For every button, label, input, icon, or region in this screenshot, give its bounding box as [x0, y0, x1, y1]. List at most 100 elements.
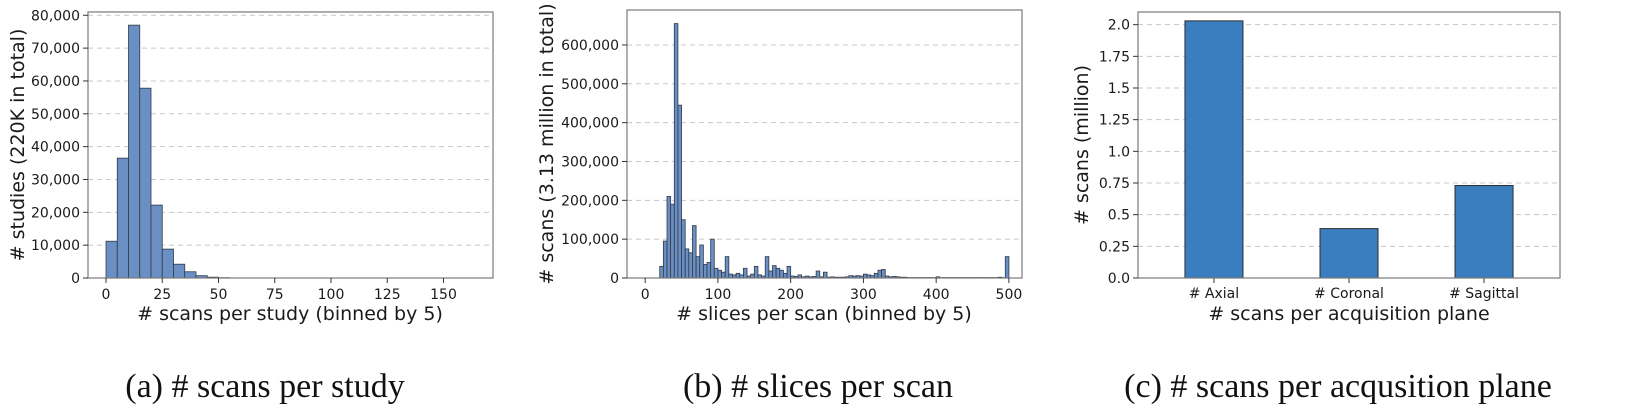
y-tick-label: 60,000 [31, 74, 80, 90]
plot-frame [87, 11, 494, 279]
histogram-bar [139, 87, 152, 279]
histogram-bar [673, 23, 679, 279]
histogram-bar [873, 272, 879, 279]
histogram-bar [877, 269, 883, 279]
histogram-bar [768, 270, 773, 279]
histogram-bar [717, 269, 722, 279]
histogram-bar [666, 196, 672, 279]
y-tick-label: 50,000 [31, 107, 80, 123]
y-tick-label: 0.75 [1099, 176, 1130, 192]
histogram-bar [721, 271, 726, 279]
category-bar [1184, 20, 1244, 279]
histogram-bar [706, 262, 712, 279]
histogram-bar [764, 256, 770, 279]
y-tick-label: 0.25 [1099, 239, 1130, 255]
histogram-bar [116, 157, 129, 279]
histogram-bar [150, 204, 163, 279]
x-axis-label: # slices per scan (binned by 5) [676, 303, 972, 325]
panel-c-chart: # Axial # Coronal # Sagittal 0.0 0.25 0.5 0.75… [1071, 11, 1561, 325]
histogram-bar [662, 240, 668, 279]
histogram-bar [105, 240, 118, 279]
histogram-bar [710, 238, 715, 279]
histogram-bar [699, 244, 704, 279]
x-tick-label: 125 [374, 287, 401, 303]
x-tick-label: 0 [102, 287, 111, 303]
y-tick-label: 600,000 [561, 38, 619, 54]
histogram-bar [724, 256, 730, 279]
y-axis-label: # scans (million) [1071, 65, 1093, 225]
y-tick-label: 40,000 [31, 140, 80, 156]
histogram-bar [670, 203, 675, 279]
y-tick-label: 300,000 [561, 154, 619, 170]
x-tick-label: 75 [266, 287, 284, 303]
y-tick-label: 70,000 [31, 41, 80, 57]
caption-a: (a) # scans per study [125, 368, 404, 405]
y-tick-label: 0 [71, 271, 80, 287]
x-axis-label: # scans per study (binned by 5) [137, 303, 443, 325]
histogram-bar [677, 104, 682, 279]
histogram-bar [779, 269, 784, 279]
x-tick-label: 500 [996, 287, 1023, 303]
y-tick-label: 0.5 [1108, 208, 1130, 224]
plot-frame [626, 9, 1023, 279]
caption-c: (c) # scans per acqusition plane [1124, 368, 1552, 405]
y-axis-label: # scans (3.13 million in total) [536, 3, 558, 284]
histogram-bar [173, 263, 186, 279]
histogram-bar [735, 272, 741, 279]
y-tick-label: 1.25 [1099, 113, 1130, 129]
x-tick-label: 25 [153, 287, 171, 303]
x-tick-label: # Sagittal [1449, 286, 1519, 302]
x-tick-label: 400 [923, 287, 950, 303]
x-tick-label: 100 [705, 287, 732, 303]
histogram-bar [1004, 256, 1010, 279]
caption-b: (b) # slices per scan [683, 368, 953, 405]
y-tick-label: 1.5 [1108, 81, 1130, 97]
y-tick-label: 30,000 [31, 172, 80, 188]
histogram-bar [742, 267, 748, 279]
x-tick-label: 0 [641, 287, 650, 303]
histogram-bar [184, 271, 197, 279]
x-axis-label: # scans per acquisition plane [1208, 303, 1489, 325]
histogram-bar [702, 264, 708, 279]
y-axis-label: # studies (220K in total) [7, 29, 29, 262]
x-tick-label: 150 [430, 287, 457, 303]
y-tick-label: 200,000 [561, 193, 619, 209]
panel-b-chart: 0 100,000 200,000 300,000 400,000 500,000 600,… [536, 3, 1023, 325]
category-bar [1454, 185, 1514, 279]
histogram-bar [786, 265, 792, 279]
y-tick-label: 500,000 [561, 77, 619, 93]
x-tick-label: 50 [210, 287, 228, 303]
y-tick-label: 80,000 [31, 8, 80, 24]
x-tick-label: # Axial [1189, 286, 1239, 302]
y-tick-label: 10,000 [31, 238, 80, 254]
y-tick-label: 0 [610, 271, 619, 287]
x-tick-label: 100 [318, 287, 345, 303]
histogram-bar [823, 271, 828, 279]
histogram-bar [692, 225, 697, 279]
y-tick-label: 1.75 [1099, 49, 1130, 65]
y-tick-label: 100,000 [561, 232, 619, 248]
histogram-bar [782, 272, 788, 279]
y-tick-label: 1.0 [1108, 144, 1130, 160]
histogram-bar [128, 24, 141, 279]
histogram-bar [881, 269, 886, 279]
histogram-bar [775, 267, 781, 279]
histogram-bar [684, 248, 690, 279]
y-tick-label: 20,000 [31, 205, 80, 221]
y-tick-label: 2.0 [1108, 18, 1130, 34]
histogram-bar [161, 248, 174, 279]
panel-a-chart: 0 10,000 20,000 30,000 40,000 50,000 60,000 70,… [7, 8, 494, 325]
histogram-bar [753, 265, 759, 279]
plot-frame [1137, 11, 1561, 279]
histogram-bar [681, 219, 686, 279]
x-tick-label: 300 [850, 287, 877, 303]
histogram-bar [815, 270, 821, 279]
histogram-bar [695, 256, 701, 279]
histogram-bar [713, 267, 719, 279]
histogram-bar [688, 252, 693, 279]
histogram-bar [659, 265, 664, 279]
y-tick-label: 400,000 [561, 116, 619, 132]
x-tick-label: 200 [777, 287, 804, 303]
x-tick-label: # Coronal [1314, 286, 1384, 302]
